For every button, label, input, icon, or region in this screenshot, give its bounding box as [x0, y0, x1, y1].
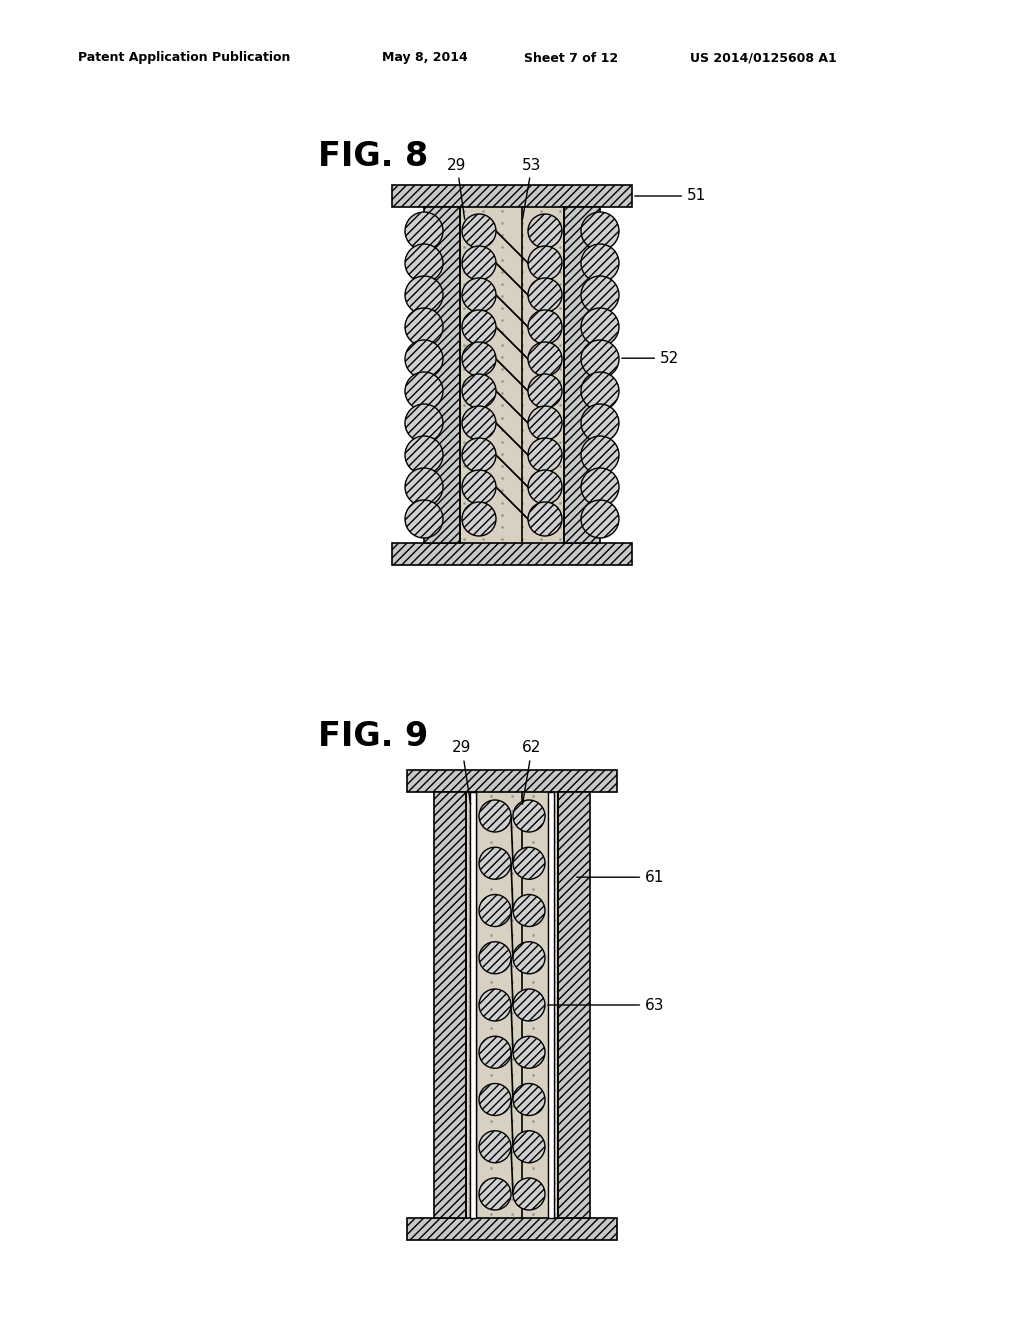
Text: US 2014/0125608 A1: US 2014/0125608 A1	[690, 51, 837, 65]
Bar	[392, 543, 632, 565]
Circle shape	[462, 438, 496, 473]
Circle shape	[462, 374, 496, 408]
Circle shape	[513, 1177, 545, 1210]
Bar	[392, 185, 632, 207]
Circle shape	[528, 470, 562, 504]
Circle shape	[581, 341, 618, 378]
Text: Patent Application Publication: Patent Application Publication	[78, 51, 291, 65]
Circle shape	[479, 800, 511, 832]
Circle shape	[528, 502, 562, 536]
Circle shape	[479, 1084, 511, 1115]
Circle shape	[581, 308, 618, 346]
Text: 62: 62	[522, 741, 542, 804]
Bar	[564, 207, 600, 543]
Text: 63: 63	[548, 998, 665, 1012]
Text: 61: 61	[577, 870, 665, 884]
Circle shape	[528, 279, 562, 312]
Circle shape	[581, 213, 618, 249]
Circle shape	[513, 989, 545, 1020]
Circle shape	[513, 1131, 545, 1163]
Circle shape	[406, 436, 443, 474]
Bar	[470, 792, 476, 1218]
Circle shape	[462, 279, 496, 312]
Circle shape	[581, 244, 618, 282]
Circle shape	[406, 341, 443, 378]
Circle shape	[462, 214, 496, 248]
Text: 29: 29	[453, 741, 472, 804]
Circle shape	[406, 469, 443, 506]
Circle shape	[513, 1084, 545, 1115]
Circle shape	[479, 1177, 511, 1210]
Circle shape	[406, 244, 443, 282]
Bar	[407, 1218, 617, 1239]
Circle shape	[581, 372, 618, 411]
Bar	[548, 792, 554, 1218]
Circle shape	[528, 214, 562, 248]
Circle shape	[581, 404, 618, 442]
Text: 53: 53	[522, 157, 542, 219]
Circle shape	[528, 374, 562, 408]
Circle shape	[406, 276, 443, 314]
Bar	[460, 207, 564, 543]
Circle shape	[462, 470, 496, 504]
Circle shape	[479, 895, 511, 927]
Circle shape	[479, 989, 511, 1020]
Circle shape	[479, 941, 511, 974]
Circle shape	[462, 310, 496, 345]
Circle shape	[528, 407, 562, 440]
Circle shape	[528, 342, 562, 376]
Circle shape	[479, 1036, 511, 1068]
Circle shape	[513, 847, 545, 879]
Circle shape	[528, 438, 562, 473]
Bar	[424, 207, 460, 543]
Circle shape	[513, 895, 545, 927]
Text: 52: 52	[622, 351, 679, 366]
Circle shape	[513, 941, 545, 974]
Text: 29: 29	[447, 157, 467, 219]
Text: May 8, 2014: May 8, 2014	[382, 51, 468, 65]
Bar	[407, 770, 617, 792]
Circle shape	[406, 308, 443, 346]
Circle shape	[462, 342, 496, 376]
Text: 51: 51	[635, 189, 707, 203]
Circle shape	[513, 1036, 545, 1068]
Circle shape	[462, 407, 496, 440]
Circle shape	[479, 1131, 511, 1163]
Circle shape	[513, 800, 545, 832]
Circle shape	[406, 372, 443, 411]
Circle shape	[406, 500, 443, 539]
Circle shape	[581, 276, 618, 314]
Circle shape	[479, 847, 511, 879]
Circle shape	[528, 310, 562, 345]
Text: Sheet 7 of 12: Sheet 7 of 12	[524, 51, 618, 65]
Circle shape	[406, 213, 443, 249]
Circle shape	[581, 500, 618, 539]
Circle shape	[462, 246, 496, 280]
Circle shape	[581, 469, 618, 506]
Circle shape	[581, 436, 618, 474]
Bar	[466, 792, 558, 1218]
Text: FIG. 8: FIG. 8	[318, 140, 428, 173]
Bar	[470, 792, 476, 1218]
Text: FIG. 9: FIG. 9	[318, 719, 428, 752]
Bar	[434, 792, 466, 1218]
Circle shape	[528, 246, 562, 280]
Circle shape	[462, 502, 496, 536]
Circle shape	[406, 404, 443, 442]
Bar	[558, 792, 590, 1218]
